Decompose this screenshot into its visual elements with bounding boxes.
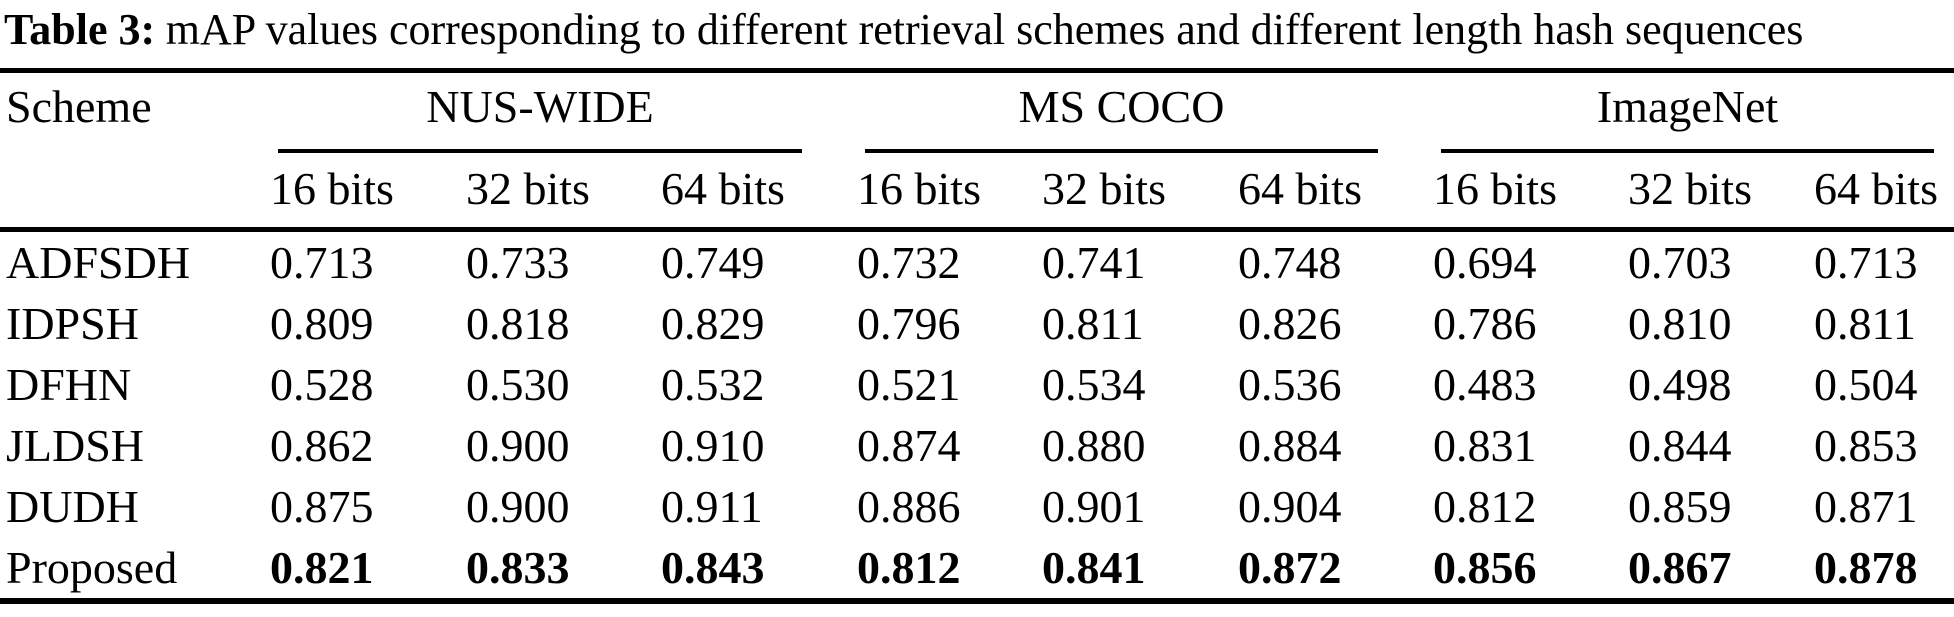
value-cell: 0.880 bbox=[1042, 419, 1146, 471]
scheme-cell: IDPSH bbox=[6, 297, 139, 349]
value-cell: 0.875 bbox=[270, 480, 374, 532]
bits-header: 32 bits bbox=[1628, 152, 1815, 232]
table-row-idpsh: IDPSH 0.809 0.818 0.829 0.796 0.811 0.82… bbox=[0, 293, 1954, 354]
table-row-adfsdh: ADFSDH 0.713 0.733 0.749 0.732 0.741 0.7… bbox=[0, 229, 1954, 293]
group-header-imagenet: ImageNet bbox=[1433, 70, 1954, 153]
bits-header: 64 bits bbox=[661, 152, 858, 232]
value-cell: 0.843 bbox=[661, 536, 858, 604]
value-cell: 0.904 bbox=[1238, 480, 1342, 532]
bits-header: 16 bits bbox=[857, 152, 1043, 232]
bits-header: 32 bits bbox=[466, 152, 661, 232]
value-cell: 0.809 bbox=[270, 297, 374, 349]
value-cell: 0.786 bbox=[1433, 297, 1537, 349]
value-cell: 0.521 bbox=[857, 358, 961, 410]
value-cell: 0.748 bbox=[1238, 236, 1342, 288]
value-cell: 0.504 bbox=[1814, 358, 1918, 410]
value-cell: 0.884 bbox=[1238, 419, 1342, 471]
value-cell: 0.900 bbox=[466, 480, 570, 532]
value-cell: 0.713 bbox=[1814, 236, 1918, 288]
value-cell: 0.812 bbox=[1433, 480, 1537, 532]
value-cell: 0.532 bbox=[661, 358, 765, 410]
col-header-scheme: Scheme bbox=[0, 70, 270, 232]
value-cell: 0.749 bbox=[661, 236, 765, 288]
value-cell: 0.862 bbox=[270, 419, 374, 471]
value-cell: 0.841 bbox=[1042, 536, 1239, 604]
value-cell: 0.713 bbox=[270, 236, 374, 288]
value-cell: 0.811 bbox=[1814, 297, 1916, 349]
value-cell: 0.867 bbox=[1628, 536, 1815, 604]
table-caption: Table 3: mAP values corresponding to diff… bbox=[0, 0, 1954, 56]
value-cell: 0.859 bbox=[1628, 480, 1732, 532]
value-cell: 0.910 bbox=[661, 419, 765, 471]
value-cell: 0.811 bbox=[1042, 297, 1144, 349]
value-cell: 0.483 bbox=[1433, 358, 1537, 410]
table-row-dudh: DUDH 0.875 0.900 0.911 0.886 0.901 0.904… bbox=[0, 476, 1954, 537]
value-cell: 0.833 bbox=[466, 536, 661, 604]
scheme-cell: Proposed bbox=[0, 536, 270, 604]
value-cell: 0.530 bbox=[466, 358, 570, 410]
value-cell: 0.536 bbox=[1238, 358, 1342, 410]
value-cell: 0.900 bbox=[466, 419, 570, 471]
bits-header: 16 bits bbox=[1433, 152, 1629, 232]
bits-header: 32 bits bbox=[1042, 152, 1239, 232]
value-cell: 0.796 bbox=[857, 297, 961, 349]
value-cell: 0.703 bbox=[1628, 236, 1732, 288]
group-header-row: Scheme NUS-WIDE MS COCO ImageNet bbox=[0, 70, 1954, 232]
scheme-cell: DUDH bbox=[6, 480, 139, 532]
value-cell: 0.821 bbox=[270, 536, 466, 604]
scheme-cell: ADFSDH bbox=[6, 236, 191, 288]
value-cell: 0.741 bbox=[1042, 236, 1146, 288]
group-label: MS COCO bbox=[1018, 80, 1225, 132]
table-row-proposed: Proposed 0.821 0.833 0.843 0.812 0.841 0… bbox=[0, 536, 1954, 604]
group-header-ms-coco: MS COCO bbox=[857, 70, 1433, 153]
value-cell: 0.498 bbox=[1628, 358, 1732, 410]
value-cell: 0.901 bbox=[1042, 480, 1146, 532]
value-cell: 0.856 bbox=[1433, 536, 1629, 604]
bits-header-row: 16 bits 32 bits 64 bits 16 bits 32 bits … bbox=[0, 152, 1954, 232]
value-cell: 0.844 bbox=[1628, 419, 1732, 471]
value-cell: 0.829 bbox=[661, 297, 765, 349]
caption-label: Table 3: bbox=[4, 5, 156, 54]
value-cell: 0.694 bbox=[1433, 236, 1537, 288]
value-cell: 0.733 bbox=[466, 236, 570, 288]
value-cell: 0.818 bbox=[466, 297, 570, 349]
value-cell: 0.732 bbox=[857, 236, 961, 288]
caption-text: mAP values corresponding to different re… bbox=[165, 5, 1804, 54]
value-cell: 0.853 bbox=[1814, 419, 1918, 471]
value-cell: 0.810 bbox=[1628, 297, 1732, 349]
value-cell: 0.812 bbox=[857, 536, 1043, 604]
bits-header: 64 bits bbox=[1238, 152, 1434, 232]
value-cell: 0.878 bbox=[1814, 536, 1954, 604]
value-cell: 0.528 bbox=[270, 358, 374, 410]
value-cell: 0.831 bbox=[1433, 419, 1537, 471]
value-cell: 0.911 bbox=[661, 480, 763, 532]
table-row-dfhn: DFHN 0.528 0.530 0.532 0.521 0.534 0.536… bbox=[0, 354, 1954, 415]
value-cell: 0.871 bbox=[1814, 480, 1918, 532]
bits-header: 16 bits bbox=[270, 152, 466, 232]
table-row-jldsh: JLDSH 0.862 0.900 0.910 0.874 0.880 0.88… bbox=[0, 415, 1954, 476]
map-results-table: Scheme NUS-WIDE MS COCO ImageNet 16 bits… bbox=[0, 67, 1954, 604]
value-cell: 0.874 bbox=[857, 419, 961, 471]
value-cell: 0.534 bbox=[1042, 358, 1146, 410]
scheme-cell: JLDSH bbox=[6, 419, 145, 471]
value-cell: 0.886 bbox=[857, 480, 961, 532]
group-label: ImageNet bbox=[1596, 80, 1779, 132]
scheme-cell: DFHN bbox=[6, 358, 132, 410]
group-header-nus-wide: NUS-WIDE bbox=[270, 70, 857, 153]
group-label: NUS-WIDE bbox=[426, 80, 654, 132]
value-cell: 0.872 bbox=[1238, 536, 1434, 604]
bits-header: 64 bits bbox=[1814, 152, 1954, 232]
value-cell: 0.826 bbox=[1238, 297, 1342, 349]
